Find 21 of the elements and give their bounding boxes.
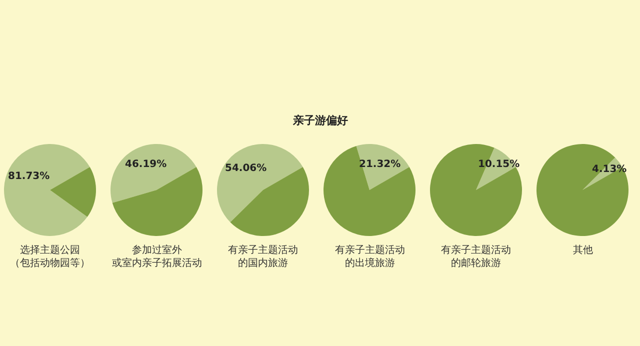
data-label: 54.06% — [225, 163, 267, 174]
pie-slice — [110, 144, 196, 203]
text: 有亲子主题活动的国内旅游 — [228, 244, 298, 269]
data-label: 46.19% — [125, 159, 167, 170]
pie-slice — [430, 144, 522, 236]
pie-slice — [112, 167, 202, 236]
text: 选择主题公园（包括动物园等） — [10, 244, 90, 269]
pie-slice — [50, 167, 96, 217]
pie-slice — [536, 144, 628, 236]
chart-title: 亲子游偏好 — [292, 114, 348, 127]
pie-slice — [4, 144, 90, 236]
data-label: 10.15% — [478, 159, 520, 170]
data-label: 21.32% — [359, 159, 401, 170]
data-label: 4.13% — [592, 164, 627, 175]
pie-slice — [217, 144, 303, 222]
text: 有亲子主题活动的邮轮旅游 — [441, 244, 511, 269]
data-label: 81.73% — [8, 171, 50, 182]
text: 有亲子主题活动的出境旅游 — [335, 244, 405, 269]
text: 参加过室外或室内亲子拓展活动 — [112, 244, 202, 269]
pie-slice — [324, 146, 416, 236]
text: 其他 — [573, 244, 593, 256]
